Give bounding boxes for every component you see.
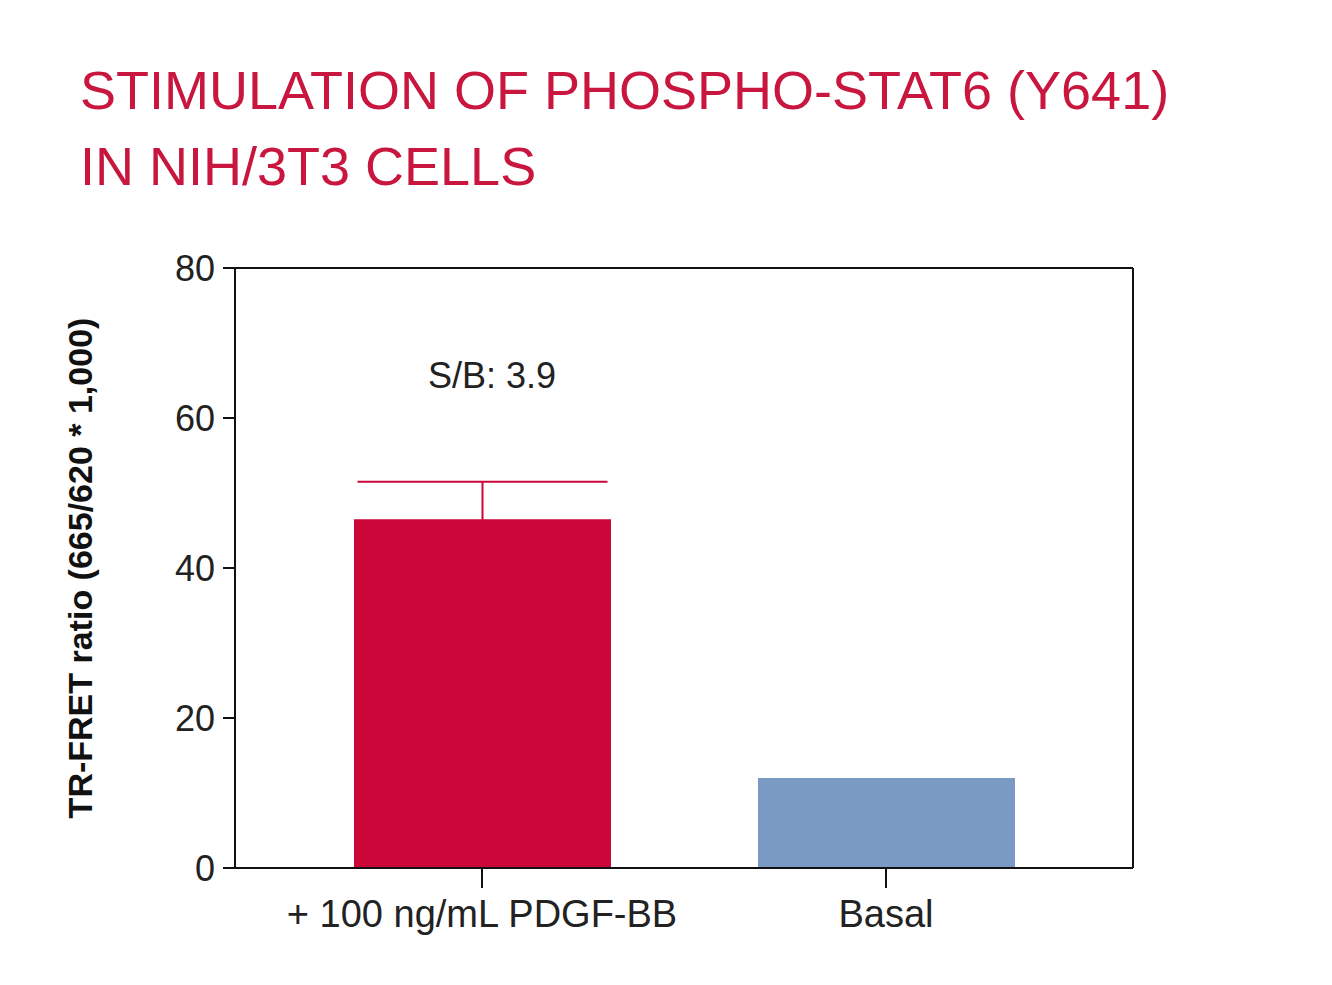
svg-text:40: 40 — [175, 548, 215, 589]
html-text:S/B: 3.9: S/B: 3.9 — [428, 355, 556, 396]
html-text:TR-FRET ratio (665/620 * 1,000: TR-FRET ratio (665/620 * 1,000) — [60, 317, 99, 819]
html-text:STIMULATION OF PHOSPHO-STAT6 (: STIMULATION OF PHOSPHO-STAT6 (Y641) IN N… — [80, 60, 1170, 196]
svg-text:60: 60 — [175, 398, 215, 439]
svg-text:+ 100 ng/mL PDGF-BB: + 100 ng/mL PDGF-BB — [287, 893, 677, 935]
svg-text:Basal: Basal — [838, 893, 933, 935]
svg-text:0: 0 — [195, 848, 215, 889]
svg-text:20: 20 — [175, 698, 215, 739]
svg-text:80: 80 — [175, 248, 215, 289]
